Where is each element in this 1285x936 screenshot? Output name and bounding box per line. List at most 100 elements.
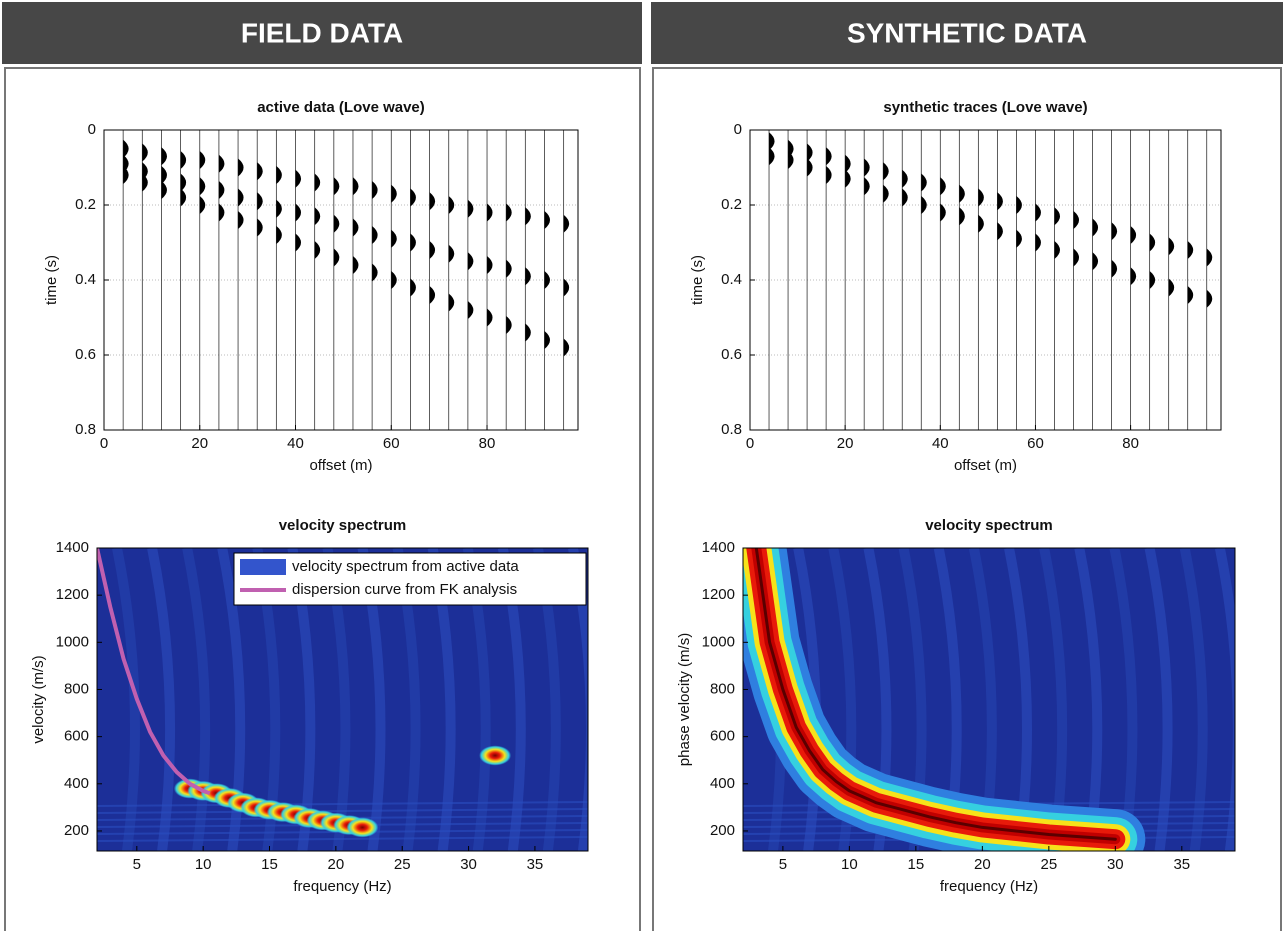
plot-frame <box>96 547 589 852</box>
wiggle-lobe <box>161 166 167 184</box>
wiggle-lobe <box>959 184 965 203</box>
wiggle-lobe <box>1130 226 1137 244</box>
wiggle-lobe <box>769 132 775 151</box>
wiggle-lobe <box>429 192 436 211</box>
wiggle-lobe <box>123 166 129 184</box>
legend-label: dispersion curve from FK analysis <box>292 581 517 598</box>
legend-label: velocity spectrum from active data <box>292 558 519 575</box>
plot-frame <box>742 547 1236 852</box>
chart-title: velocity spectrum <box>279 517 407 534</box>
x-axis-label: offset (m) <box>954 457 1017 474</box>
wiggle-lobe <box>448 244 455 263</box>
wiggle-lobe <box>391 229 397 248</box>
wiggle-lobe <box>276 199 282 218</box>
wiggle-lobe <box>238 211 244 229</box>
wiggle-lobe <box>161 181 167 199</box>
wiggle-lobe <box>902 169 908 188</box>
wiggle-lobe <box>525 323 531 342</box>
wiggle-lobe <box>959 207 965 226</box>
y-tick-label: 600 <box>710 728 735 745</box>
wiggle-lobe <box>218 154 225 173</box>
wiggle-lobe <box>1149 271 1156 289</box>
wiggle-lobe <box>467 199 474 218</box>
wiggle-lobe <box>180 188 187 207</box>
x-tick-label: 5 <box>133 856 141 873</box>
background-streak <box>1109 548 1138 851</box>
wiggle-lobe <box>1168 278 1175 297</box>
x-tick-label: 15 <box>908 856 925 873</box>
wiggle-lobe <box>940 203 946 222</box>
y-tick-label: 1000 <box>56 633 89 650</box>
x-tick-label: 80 <box>1122 435 1139 452</box>
y-tick-label: 600 <box>64 728 89 745</box>
wiggle-lobe <box>1168 237 1175 256</box>
plot-frame <box>103 129 579 431</box>
wiggle-lobe <box>1092 218 1099 237</box>
wiggle-lobe <box>1206 248 1213 267</box>
y-tick-label: 1200 <box>702 586 735 603</box>
y-tick-label: 0.2 <box>75 196 96 213</box>
wiggle-lobe <box>218 203 225 222</box>
wiggle-lobe <box>276 226 282 244</box>
wiggle-lobe <box>199 177 206 196</box>
wiggle-lobe <box>921 173 927 192</box>
wiggle-lobe <box>544 211 550 229</box>
y-tick-label: 400 <box>710 775 735 792</box>
wiggle-lobe <box>883 184 889 203</box>
wiggle-lobe <box>333 248 340 267</box>
wiggle-lobe <box>563 214 570 233</box>
plot-area <box>750 130 1221 430</box>
wiggle-lobe <box>487 256 493 274</box>
wiggle-lobe <box>1073 211 1080 229</box>
wiggle-lobe <box>123 139 129 158</box>
x-tick-label: 15 <box>261 856 278 873</box>
x-tick-label: 10 <box>841 856 858 873</box>
y-axis-label: time (s) <box>689 255 706 305</box>
wiggle-lobe <box>218 181 225 199</box>
x-axis-label: frequency (Hz) <box>940 878 1038 895</box>
legend <box>233 552 587 606</box>
wiggle-lobe <box>845 154 851 173</box>
wiggle-lobe <box>1035 233 1041 252</box>
panel-header: FIELD DATA <box>241 17 403 48</box>
wiggle-lobe <box>372 263 378 282</box>
wiggle-lobe <box>314 207 321 226</box>
wiggle-lobe <box>1073 248 1080 267</box>
y-tick-label: 0.8 <box>75 421 96 438</box>
wiggle-lobe <box>238 158 244 177</box>
wiggle-lobe <box>1054 241 1060 259</box>
wiggle-lobe <box>826 166 832 184</box>
x-tick-label: 35 <box>1173 856 1190 873</box>
wiggle-lobe <box>391 184 397 203</box>
wiggle-lobe <box>314 241 321 259</box>
y-tick-label: 200 <box>710 822 735 839</box>
wiggle-lobe <box>883 162 889 181</box>
wiggle-lobe <box>506 259 512 278</box>
wiggle-lobe <box>845 169 851 188</box>
x-tick-label: 60 <box>1027 435 1044 452</box>
wiggle-lobe <box>180 173 187 192</box>
wiggle-lobe <box>525 267 531 286</box>
x-tick-label: 30 <box>1107 856 1124 873</box>
wiggle-lobe <box>544 331 550 349</box>
wiggle-lobe <box>333 177 340 196</box>
header-bar <box>2 2 642 64</box>
wiggle-lobe <box>180 151 187 169</box>
wiggle-lobe <box>372 226 378 244</box>
wiggle-lobe <box>544 271 550 289</box>
wiggle-lobe <box>1016 229 1022 248</box>
spectrum-peak <box>346 817 379 838</box>
wiggle-lobe <box>997 222 1003 241</box>
wiggle-lobe <box>333 214 340 233</box>
chart-title: velocity spectrum <box>925 517 1053 534</box>
wiggle-lobe <box>1149 233 1156 252</box>
wiggle-lobe <box>238 188 244 207</box>
wiggle-lobe <box>410 188 416 207</box>
chart-title: active data (Love wave) <box>257 99 425 116</box>
wiggle-lobe <box>142 173 148 192</box>
y-axis-label: phase velocity (m/s) <box>676 633 693 766</box>
wiggle-lobe <box>429 286 436 304</box>
y-tick-label: 0 <box>734 121 742 138</box>
wiggle-lobe <box>921 196 927 214</box>
